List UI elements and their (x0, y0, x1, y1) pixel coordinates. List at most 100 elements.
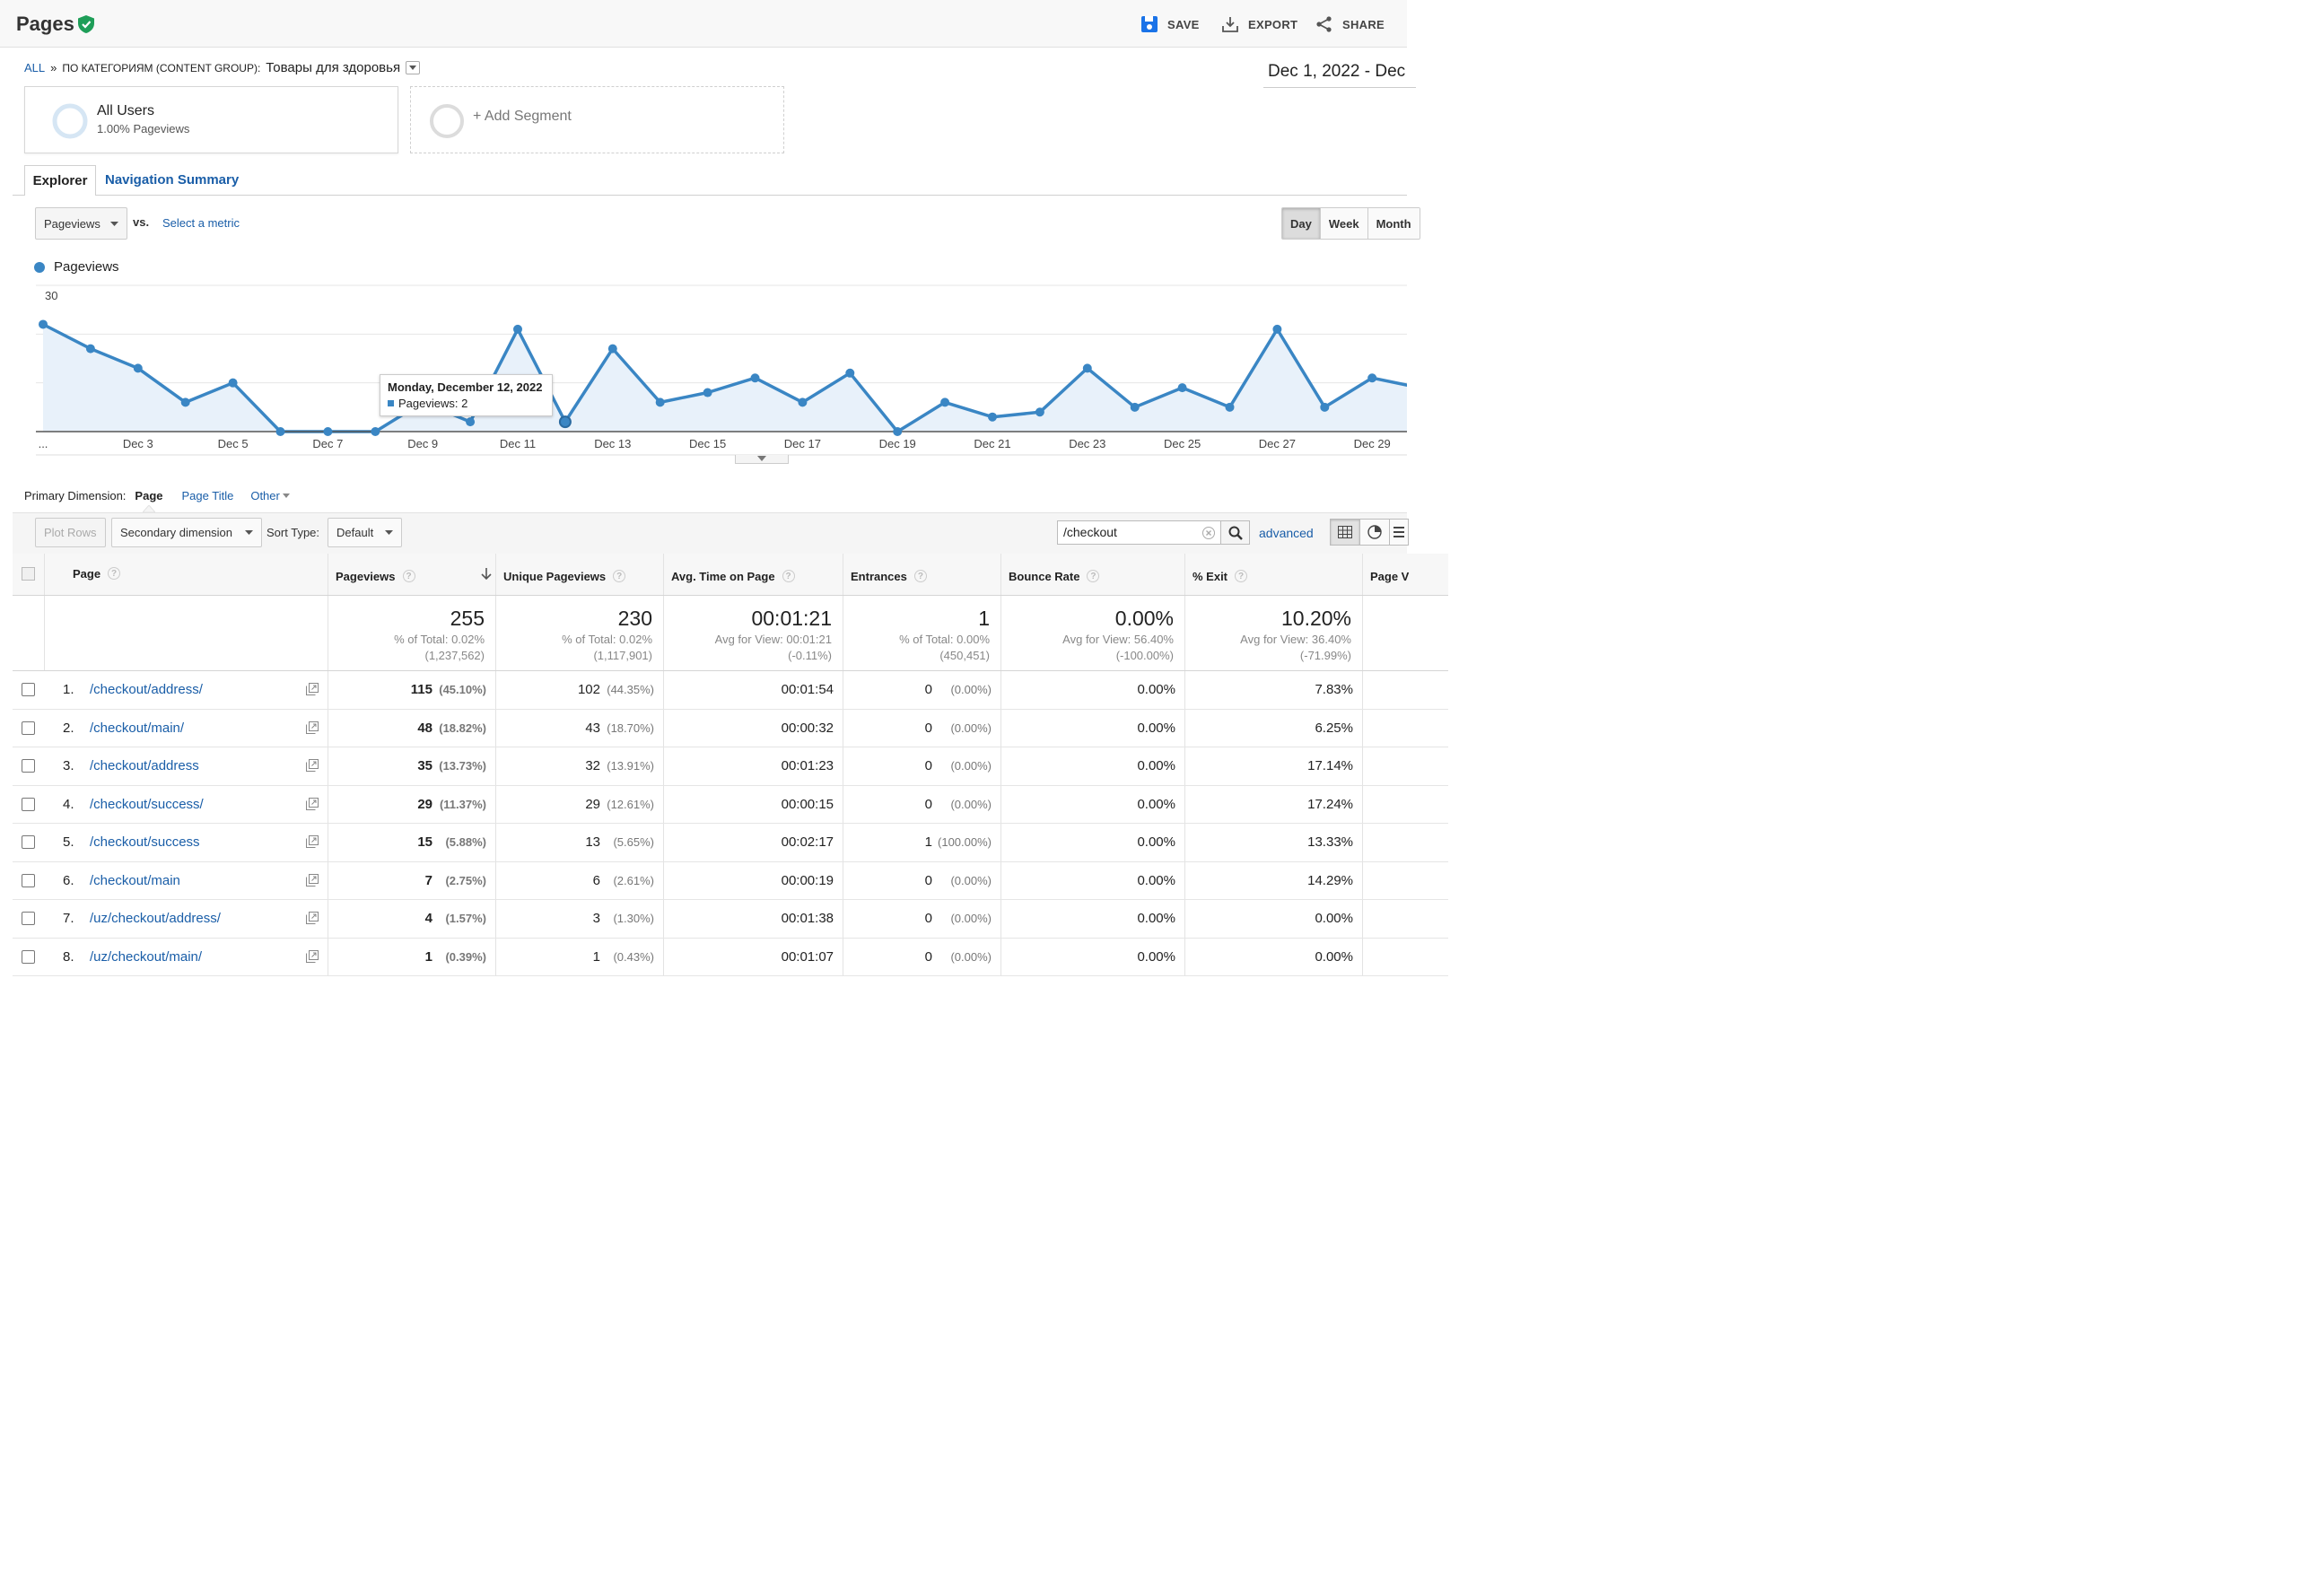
chart-point[interactable] (1272, 324, 1282, 334)
chart-point[interactable] (275, 427, 285, 436)
row-checkbox[interactable] (22, 683, 35, 696)
open-page-icon[interactable] (306, 721, 319, 734)
chart-point[interactable] (180, 397, 190, 407)
chart-point[interactable] (1225, 402, 1235, 412)
save-button[interactable]: SAVE (1140, 15, 1200, 33)
select-all-checkbox[interactable] (22, 567, 35, 581)
row-checkbox[interactable] (22, 797, 35, 811)
row-checkbox[interactable] (22, 949, 35, 964)
chart-point[interactable] (1320, 402, 1330, 412)
sort-descending-icon[interactable] (481, 568, 492, 581)
chart-point[interactable] (750, 373, 760, 383)
chart-point[interactable] (893, 427, 903, 436)
page-link[interactable]: /checkout/address (90, 758, 199, 773)
chart-point[interactable] (133, 363, 143, 373)
row-checkbox[interactable] (22, 721, 35, 735)
chart-point[interactable] (513, 324, 522, 334)
open-page-icon[interactable] (306, 873, 319, 887)
export-button[interactable]: EXPORT (1221, 15, 1297, 33)
open-page-icon[interactable] (306, 949, 319, 963)
primary-dimension-page-title[interactable]: Page Title (181, 489, 234, 502)
header-exit[interactable]: % Exit? (1185, 554, 1363, 595)
page-link[interactable]: /checkout/success (90, 834, 200, 850)
chart-point[interactable] (940, 397, 950, 407)
help-icon[interactable]: ? (108, 567, 121, 580)
tab-explorer[interactable]: Explorer (24, 165, 96, 196)
date-range-picker[interactable]: Dec 1, 2022 - Dec (1263, 56, 1416, 88)
metric-select[interactable]: Pageviews (35, 207, 127, 240)
secondary-dimension-select[interactable]: Secondary dimension (111, 518, 262, 547)
chart-resize-handle[interactable] (735, 455, 789, 464)
page-link[interactable]: /checkout/success/ (90, 796, 204, 812)
chart-point[interactable] (558, 415, 572, 429)
help-icon[interactable]: ? (1087, 570, 1100, 582)
open-page-icon[interactable] (306, 683, 319, 695)
page-link[interactable]: /checkout/main/ (90, 720, 185, 736)
header-avg-time[interactable]: Avg. Time on Page? (664, 554, 843, 595)
help-icon[interactable]: ? (1235, 570, 1248, 582)
table-search-input[interactable]: /checkout (1057, 520, 1221, 545)
primary-dimension-page[interactable]: Page (135, 489, 163, 502)
header-pageviews[interactable]: Pageviews? (328, 554, 496, 595)
open-page-icon[interactable] (306, 797, 319, 810)
page-link[interactable]: /uz/checkout/address/ (90, 911, 221, 926)
chart-point[interactable] (1035, 407, 1044, 417)
header-page[interactable]: Page? (45, 554, 328, 595)
primary-dimension-other[interactable]: Other (250, 489, 290, 502)
header-unique-pageviews[interactable]: Unique Pageviews? (496, 554, 664, 595)
page-link[interactable]: /checkout/address/ (90, 682, 203, 697)
clear-search-icon[interactable] (1202, 527, 1215, 539)
chart-point[interactable] (1367, 373, 1377, 383)
tab-navigation-summary[interactable]: Navigation Summary (105, 172, 240, 188)
row-checkbox[interactable] (22, 912, 35, 925)
chart-point[interactable] (371, 427, 380, 436)
header-entrances[interactable]: Entrances? (843, 554, 1001, 595)
chart-point[interactable] (798, 397, 808, 407)
chart-point[interactable] (323, 427, 333, 436)
sort-type-select[interactable]: Default (328, 518, 402, 547)
chart-point[interactable] (845, 368, 855, 378)
pie-view-button[interactable] (1359, 519, 1390, 546)
period-week-button[interactable]: Week (1319, 208, 1367, 239)
search-button[interactable] (1221, 520, 1250, 545)
page-link[interactable]: /uz/checkout/main/ (90, 948, 203, 965)
chart-point[interactable] (988, 412, 997, 422)
chart-point[interactable] (39, 319, 48, 329)
row-checkbox[interactable] (22, 835, 35, 849)
open-page-icon[interactable] (306, 759, 319, 772)
help-icon[interactable]: ? (402, 570, 415, 582)
performance-view-button[interactable] (1389, 519, 1409, 546)
chart-point[interactable] (607, 344, 617, 354)
chart-point[interactable] (85, 344, 95, 354)
breadcrumb-all-link[interactable]: ALL (24, 61, 46, 74)
share-button[interactable]: SHARE (1315, 15, 1385, 33)
header-page-value[interactable]: Page V (1363, 554, 1453, 595)
add-segment-button[interactable]: + Add Segment (410, 86, 784, 153)
select-metric-link[interactable]: Select a metric (162, 216, 240, 230)
period-month-button[interactable]: Month (1367, 208, 1420, 239)
help-icon[interactable]: ? (913, 570, 927, 582)
chart-point[interactable] (1082, 363, 1092, 373)
chart-point[interactable] (1130, 402, 1140, 412)
segment-all-users[interactable]: All Users 1.00% Pageviews (24, 86, 398, 153)
chart-point[interactable] (655, 397, 665, 407)
advanced-filter-link[interactable]: advanced (1259, 526, 1314, 540)
breadcrumb-dropdown[interactable] (406, 61, 421, 74)
header-select-all[interactable] (13, 554, 45, 595)
chart-point[interactable] (228, 378, 238, 388)
row-checkbox[interactable] (22, 873, 35, 887)
chart-point[interactable] (1177, 383, 1187, 393)
chart-point[interactable] (466, 417, 476, 427)
open-page-icon[interactable] (306, 835, 319, 848)
header-bounce-rate[interactable]: Bounce Rate? (1001, 554, 1185, 595)
period-day-button[interactable]: Day (1282, 208, 1320, 239)
row-checkbox[interactable] (22, 759, 35, 773)
plot-rows-button[interactable]: Plot Rows (35, 518, 106, 547)
chart-point[interactable] (703, 388, 712, 397)
help-icon[interactable]: ? (613, 570, 626, 582)
open-page-icon[interactable] (306, 912, 319, 924)
page-link[interactable]: /checkout/main (90, 872, 180, 888)
help-icon[interactable]: ? (782, 570, 795, 582)
grid-view-button[interactable] (1330, 519, 1360, 546)
